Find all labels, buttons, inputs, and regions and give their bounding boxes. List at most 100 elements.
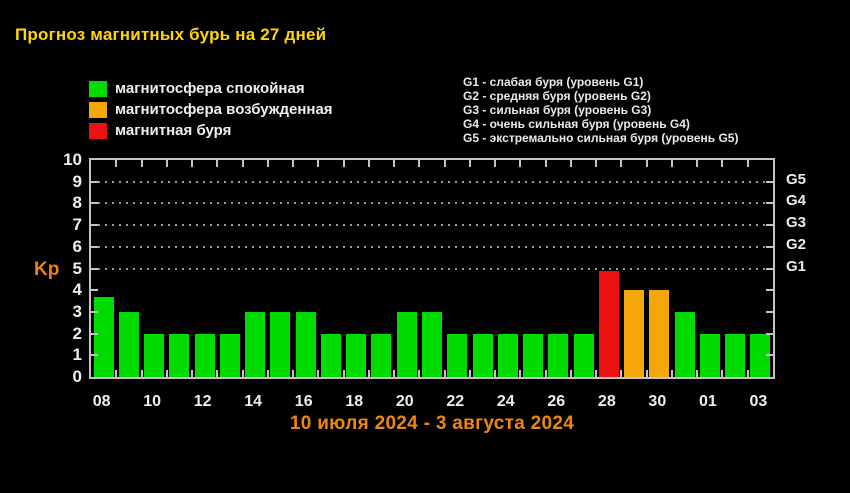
x-tick <box>494 370 496 377</box>
x-axis: 08 10 12 14 16 18 20 22 24 26 28 30 01 03 <box>89 379 775 413</box>
x-tick <box>469 160 471 167</box>
y-axis-label-1: 1 <box>72 345 82 365</box>
x-tick <box>166 370 168 377</box>
x-tick <box>242 370 244 377</box>
legend-item-label: магнитосфера спокойная <box>115 80 305 97</box>
x-tick <box>696 370 698 377</box>
x-tick <box>191 160 193 167</box>
y-tick <box>766 246 773 248</box>
x-tick <box>343 370 345 377</box>
kp-bar-day-30 <box>649 290 670 377</box>
x-tick <box>519 370 521 377</box>
y-tick <box>91 246 98 248</box>
storm-levels-legend: G1 - слабая буря (уровень G1) G2 - средн… <box>463 75 738 145</box>
kp-bar-day-03 <box>750 333 771 377</box>
x-tick <box>368 370 370 377</box>
kp-bar-day-25 <box>523 333 544 377</box>
x-tick <box>368 160 370 167</box>
kp-bar-day-13 <box>219 333 240 377</box>
y-tick <box>766 311 773 313</box>
x-axis-label-22: 22 <box>446 393 465 410</box>
x-axis-label-16: 16 <box>294 393 313 410</box>
kp-bar-day-21 <box>422 311 442 377</box>
storm-level-g5: G5 - экстремально сильная буря (уровень … <box>463 131 739 145</box>
kp-bar-day-11 <box>169 333 190 377</box>
x-tick <box>216 160 218 167</box>
gridline-g2 <box>91 245 773 248</box>
x-axis-label-20: 20 <box>395 393 414 410</box>
kp-bar-day-18 <box>346 333 367 377</box>
y-tick <box>91 268 98 270</box>
x-tick <box>570 160 572 167</box>
y-tick <box>766 181 773 183</box>
y-axis-label-4: 4 <box>72 280 82 300</box>
kp-bar-day-09 <box>118 311 139 377</box>
kp-bar-day-28 <box>598 270 619 377</box>
x-tick <box>418 160 420 167</box>
y-tick <box>91 354 98 356</box>
x-axis-label-12: 12 <box>193 393 212 410</box>
x-tick <box>696 160 698 167</box>
x-tick <box>216 370 218 377</box>
kp-bar-day-29 <box>624 290 645 377</box>
storm-level-g3: G3 - сильная буря (уровень G3) <box>463 103 652 117</box>
y-tick <box>91 333 98 335</box>
date-range-caption: 10 июля 2024 - 3 августа 2024 <box>289 413 575 434</box>
storm-level-g1: G1 - слабая буря (уровень G1) <box>463 75 644 89</box>
page-title: Прогноз магнитных бурь на 27 дней <box>15 25 327 44</box>
legend-item-quiet: магнитосфера спокойная <box>89 78 333 99</box>
x-tick <box>747 370 749 377</box>
kp-bar-day-14 <box>245 311 266 377</box>
y-axis-label-7: 7 <box>72 215 82 235</box>
y-tick <box>766 224 773 226</box>
y-axis-label-2: 2 <box>72 323 82 343</box>
legend-item-excited: магнитосфера возбужденная <box>89 99 333 120</box>
x-tick <box>469 370 471 377</box>
x-tick <box>115 370 117 377</box>
kp-bar-day-24 <box>497 333 518 377</box>
x-axis-label-10: 10 <box>143 393 162 410</box>
x-tick <box>343 160 345 167</box>
x-tick <box>671 160 673 167</box>
right-axis-label-g2: G2 <box>786 235 807 253</box>
x-tick <box>267 160 269 167</box>
kp-bar-day-20 <box>396 311 417 377</box>
kp-bar-day-01 <box>699 333 720 377</box>
x-tick <box>444 160 446 167</box>
storm-color-swatch <box>89 122 107 139</box>
x-tick <box>141 370 143 377</box>
y-axis-label-10: 10 <box>63 150 82 169</box>
y-tick <box>766 268 773 270</box>
gridline-g5 <box>91 180 773 183</box>
y-tick <box>766 354 773 356</box>
x-axis-label-03: 03 <box>749 393 768 410</box>
x-tick <box>519 160 521 167</box>
quiet-color-swatch <box>89 80 107 97</box>
x-axis-label-30: 30 <box>648 393 667 410</box>
legend-item-label: магнитосфера возбужденная <box>115 101 333 118</box>
kp-bar-day-15 <box>270 311 291 377</box>
y-axis: 0 1 2 3 4 5 6 7 8 9 10 <box>47 151 89 386</box>
right-axis-label-g5: G5 <box>786 170 807 188</box>
legend: магнитосфера спокойная магнитосфера возб… <box>89 78 333 141</box>
kp-bar-day-23 <box>472 333 493 377</box>
x-tick <box>242 160 244 167</box>
right-axis-label-g1: G1 <box>786 257 807 275</box>
x-tick <box>393 160 395 167</box>
kp-bar-day-16 <box>295 311 316 377</box>
legend-item-storm: магнитная буря <box>89 120 333 141</box>
x-tick <box>292 160 294 167</box>
x-tick <box>747 160 749 167</box>
kp-bar-chart: Kp 0 1 2 3 4 5 6 7 8 9 10 G1 G2 G3 G4 G5 08 10 12 14 16 18 2… <box>34 151 806 411</box>
x-axis-label-24: 24 <box>496 393 515 410</box>
x-tick <box>595 160 597 167</box>
excited-color-swatch <box>89 101 107 118</box>
y-tick <box>766 289 773 291</box>
kp-bar-day-12 <box>194 333 215 377</box>
right-axis-label-g4: G4 <box>786 192 807 210</box>
x-tick <box>721 160 723 167</box>
x-tick <box>292 370 294 377</box>
kp-bar-day-22 <box>447 333 468 377</box>
kp-bar-day-27 <box>573 333 594 377</box>
kp-bar-day-17 <box>320 333 341 377</box>
